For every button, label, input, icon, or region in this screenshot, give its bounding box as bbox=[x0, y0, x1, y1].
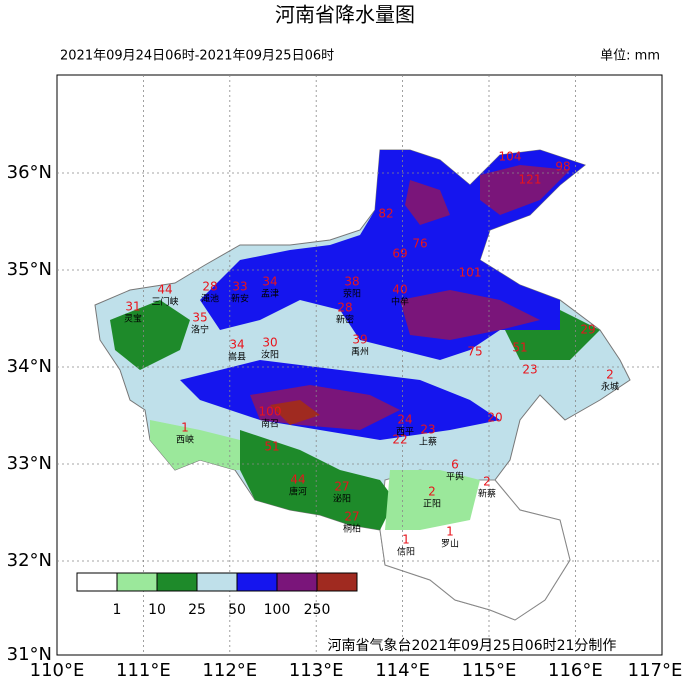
lon-label: 110°E bbox=[30, 660, 85, 681]
legend-label: 10 bbox=[148, 602, 166, 618]
station-name: 渑池 bbox=[201, 293, 219, 305]
station-name: 新蔡 bbox=[478, 488, 496, 500]
station-value: 28 bbox=[337, 301, 352, 315]
station-value: 82 bbox=[378, 207, 393, 221]
lon-label: 117°E bbox=[628, 660, 683, 681]
station-value: 2 bbox=[606, 368, 614, 382]
lon-label: 112°E bbox=[202, 660, 257, 681]
station-name: 孟津 bbox=[261, 289, 279, 300]
station-name: 灵宝 bbox=[124, 313, 142, 325]
station-value: 6 bbox=[451, 458, 459, 472]
station-value: 23 bbox=[420, 423, 435, 437]
station-value: 101 bbox=[459, 266, 482, 280]
legend-label: 25 bbox=[188, 602, 206, 618]
legend-label: 250 bbox=[304, 602, 331, 618]
station-name: 平舆 bbox=[446, 471, 464, 483]
station-value: 121 bbox=[519, 173, 542, 187]
station-value: 34 bbox=[262, 275, 277, 289]
station-name: 中牟 bbox=[391, 296, 409, 308]
unit: 单位: mm bbox=[600, 49, 660, 64]
station-value: 33 bbox=[232, 280, 247, 294]
lat-label: 34°N bbox=[7, 356, 52, 377]
lat-label: 32°N bbox=[7, 550, 52, 571]
station-name: 禹州 bbox=[351, 346, 369, 358]
station-value: 75 bbox=[467, 345, 482, 359]
station-name: 新密 bbox=[336, 314, 354, 326]
station-value: 29 bbox=[580, 323, 595, 337]
station-value: 24 bbox=[397, 413, 412, 427]
lon-label: 115°E bbox=[462, 660, 517, 681]
lat-label: 31°N bbox=[7, 644, 52, 665]
station-value: 39 bbox=[352, 333, 367, 347]
title: 河南省降水量图 bbox=[275, 3, 415, 27]
station-value: 100 bbox=[259, 405, 282, 419]
station-name: 信阳 bbox=[397, 546, 415, 558]
station-value: 2 bbox=[428, 485, 436, 499]
station-value: 1 bbox=[402, 533, 410, 547]
lon-label: 114°E bbox=[375, 660, 430, 681]
period: 2021年09月24日06时-2021年09月25日06时 bbox=[60, 49, 334, 64]
station-value: 40 bbox=[392, 283, 407, 297]
station-value: 38 bbox=[344, 275, 359, 289]
station-value: 27 bbox=[334, 480, 349, 494]
station-value: 44 bbox=[290, 473, 305, 487]
station-name: 嵩县 bbox=[228, 352, 246, 363]
station-value: 23 bbox=[522, 363, 537, 377]
station-value: 1 bbox=[446, 525, 454, 539]
station-value: 51 bbox=[264, 440, 279, 454]
station-value: 2 bbox=[483, 475, 491, 489]
lon-label: 113°E bbox=[289, 660, 344, 681]
lat-label: 35°N bbox=[7, 259, 52, 280]
station-value: 76 bbox=[412, 237, 427, 251]
lat-label: 33°N bbox=[7, 453, 52, 474]
station-name: 新安 bbox=[231, 293, 249, 305]
station-name: 正阳 bbox=[423, 499, 441, 510]
station-value: 35 bbox=[192, 311, 207, 325]
station-name: 泌阳 bbox=[333, 493, 351, 505]
lon-label: 111°E bbox=[116, 660, 171, 681]
station-name: 洛宁 bbox=[191, 324, 209, 336]
station-value: 104 bbox=[499, 150, 522, 164]
station-name: 西峡 bbox=[176, 434, 194, 446]
station-name: 永城 bbox=[601, 381, 619, 393]
station-value: 31 bbox=[125, 300, 140, 314]
station-name: 罗山 bbox=[441, 539, 459, 550]
station-value: 22 bbox=[392, 433, 407, 447]
province bbox=[94, 149, 631, 621]
station-value: 51 bbox=[512, 341, 527, 355]
station-name: 荥阳 bbox=[343, 288, 361, 300]
station-value: 98 bbox=[555, 160, 570, 174]
station-name: 唐河 bbox=[289, 486, 307, 498]
lat-label: 36°N bbox=[7, 162, 52, 183]
legend-label: 50 bbox=[228, 602, 246, 618]
station-name: 西平 bbox=[396, 427, 414, 438]
grid bbox=[57, 75, 662, 655]
station-name: 三门峡 bbox=[151, 296, 178, 308]
station-value: 34 bbox=[229, 338, 244, 352]
legend-label: 1 bbox=[113, 602, 122, 618]
station-value: 69 bbox=[392, 247, 407, 261]
legend-label: 100 bbox=[264, 602, 291, 618]
station-name: 汝阳 bbox=[261, 349, 279, 361]
station-value: 30 bbox=[262, 336, 277, 350]
station-name: 上蔡 bbox=[419, 436, 437, 448]
station-name: 南召 bbox=[261, 418, 279, 430]
station-value: 28 bbox=[202, 280, 217, 294]
lon-label: 116°E bbox=[548, 660, 603, 681]
station-value: 20 bbox=[487, 411, 502, 425]
station-value: 1 bbox=[181, 421, 189, 435]
station-value: 44 bbox=[157, 283, 172, 297]
station-name: 桐柏 bbox=[343, 523, 361, 535]
legend bbox=[76, 572, 358, 592]
footer: 河南省气象台2021年09月25日06时21分制作 bbox=[328, 638, 617, 654]
station-value: 27 bbox=[344, 510, 359, 524]
